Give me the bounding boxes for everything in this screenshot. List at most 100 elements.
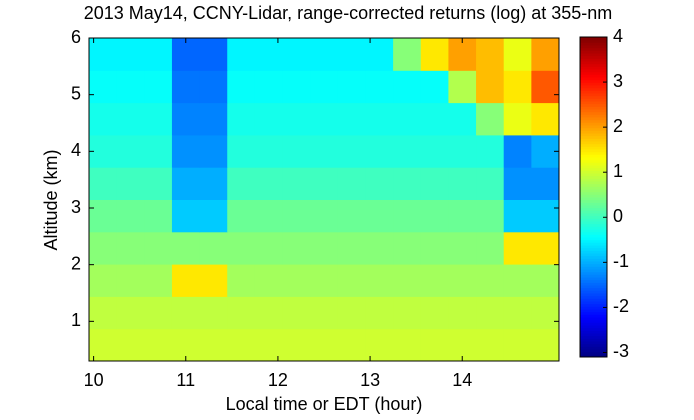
colorbar-swatch bbox=[580, 82, 607, 86]
colorbar-swatch bbox=[580, 133, 607, 137]
heatmap-cell bbox=[420, 328, 449, 362]
colorbar-swatch bbox=[580, 335, 607, 339]
colorbar-tick-label: -2 bbox=[613, 296, 629, 316]
heatmap-cell bbox=[144, 70, 173, 104]
heatmap-cell bbox=[282, 231, 311, 265]
heatmap-cell bbox=[116, 38, 145, 71]
heatmap-cell bbox=[227, 199, 256, 233]
heatmap-cell bbox=[171, 199, 201, 233]
colorbar-swatch bbox=[580, 71, 607, 75]
heatmap-cell bbox=[171, 264, 201, 297]
colorbar-swatch bbox=[580, 181, 607, 185]
heatmap-cell bbox=[365, 134, 394, 168]
colorbar-swatch bbox=[580, 285, 607, 289]
colorbar-swatch bbox=[580, 117, 607, 121]
colorbar-swatch bbox=[580, 207, 607, 211]
heatmap-cell bbox=[282, 102, 311, 136]
colorbar-swatch bbox=[580, 50, 607, 54]
colorbar-swatch bbox=[580, 263, 607, 267]
heatmap-cell bbox=[89, 264, 118, 297]
colorbar-swatch bbox=[580, 354, 607, 358]
colorbar-swatch bbox=[580, 346, 607, 350]
heatmap-cell bbox=[254, 134, 284, 168]
heatmap-cell bbox=[171, 134, 201, 168]
x-tick-label: 10 bbox=[84, 370, 104, 390]
colorbar-swatch bbox=[580, 245, 607, 249]
heatmap-cell bbox=[282, 199, 311, 233]
heatmap-cell bbox=[420, 296, 449, 330]
heatmap-cell bbox=[476, 38, 505, 71]
heatmap-cell bbox=[89, 231, 118, 265]
colorbar-swatch bbox=[580, 327, 607, 331]
colorbar-swatch bbox=[580, 143, 607, 147]
heatmap-cell bbox=[476, 328, 505, 362]
colorbar-swatch bbox=[580, 279, 607, 283]
colorbar-swatch bbox=[580, 93, 607, 97]
heatmap-cell bbox=[144, 231, 173, 265]
heatmap-cell bbox=[144, 38, 173, 71]
heatmap-cell bbox=[476, 199, 505, 233]
heatmap-cell bbox=[227, 70, 256, 104]
heatmap-cell bbox=[282, 296, 311, 330]
heatmap-cell bbox=[254, 231, 284, 265]
colorbar-swatch bbox=[580, 146, 607, 150]
heatmap-cell bbox=[310, 134, 339, 168]
heatmap-cell bbox=[199, 70, 228, 104]
heatmap-cell bbox=[393, 70, 422, 104]
heatmap-cell bbox=[116, 199, 145, 233]
colorbar-swatch bbox=[580, 178, 607, 182]
heatmap-cell bbox=[282, 38, 311, 71]
heatmap-cell bbox=[393, 134, 422, 168]
heatmap-cell bbox=[282, 167, 311, 200]
heatmap-cell bbox=[254, 167, 284, 200]
heatmap-cell bbox=[227, 102, 256, 136]
colorbar-tick-label: -1 bbox=[613, 251, 629, 271]
heatmap-cell bbox=[116, 264, 145, 297]
heatmap-cell bbox=[420, 264, 449, 297]
heatmap-cell bbox=[310, 296, 339, 330]
heatmap-cell bbox=[199, 296, 228, 330]
heatmap-cell bbox=[144, 296, 173, 330]
heatmap-cell bbox=[199, 38, 228, 71]
heatmap-cell bbox=[199, 264, 228, 297]
heatmap-cell bbox=[227, 328, 256, 362]
heatmap-cell bbox=[337, 199, 366, 233]
heatmap-cell bbox=[448, 167, 477, 200]
heatmap-cell bbox=[89, 167, 118, 200]
colorbar-swatch bbox=[580, 154, 607, 158]
heatmap-cell bbox=[337, 167, 366, 200]
heatmap-cell bbox=[254, 102, 284, 136]
colorbar-swatch bbox=[580, 151, 607, 155]
colorbar-swatch bbox=[580, 55, 607, 59]
colorbar-swatch bbox=[580, 98, 607, 102]
heatmap-cell bbox=[393, 264, 422, 297]
heatmap-cell bbox=[393, 328, 422, 362]
heatmap-cell bbox=[337, 134, 366, 168]
colorbar-swatch bbox=[580, 191, 607, 195]
colorbar-swatch bbox=[580, 199, 607, 203]
colorbar-swatch bbox=[580, 333, 607, 337]
heatmap-cell bbox=[531, 167, 560, 200]
colorbar-swatch bbox=[580, 186, 607, 190]
x-tick-label: 14 bbox=[452, 370, 472, 390]
colorbar-swatch bbox=[580, 157, 607, 161]
colorbar-swatch bbox=[580, 170, 607, 174]
heatmap-cell bbox=[116, 134, 145, 168]
x-tick-label: 11 bbox=[176, 370, 195, 390]
colorbar-swatch bbox=[580, 183, 607, 187]
y-tick-label: 3 bbox=[71, 197, 81, 217]
colorbar-swatch bbox=[580, 213, 607, 217]
heatmap-cell bbox=[310, 38, 339, 71]
heatmap-cell bbox=[254, 264, 284, 297]
heatmap-cell bbox=[476, 167, 505, 200]
heatmap-cell bbox=[227, 296, 256, 330]
chart-title: 2013 May14, CCNY-Lidar, range-corrected … bbox=[84, 3, 613, 23]
heatmap-cell bbox=[310, 199, 339, 233]
heatmap-cell bbox=[503, 264, 532, 297]
colorbar-swatch bbox=[580, 255, 607, 259]
colorbar-swatch bbox=[580, 58, 607, 62]
heatmap-cell bbox=[503, 70, 532, 104]
heatmap-cell bbox=[116, 231, 145, 265]
heatmap-cell bbox=[116, 167, 145, 200]
colorbar-swatch bbox=[580, 69, 607, 73]
